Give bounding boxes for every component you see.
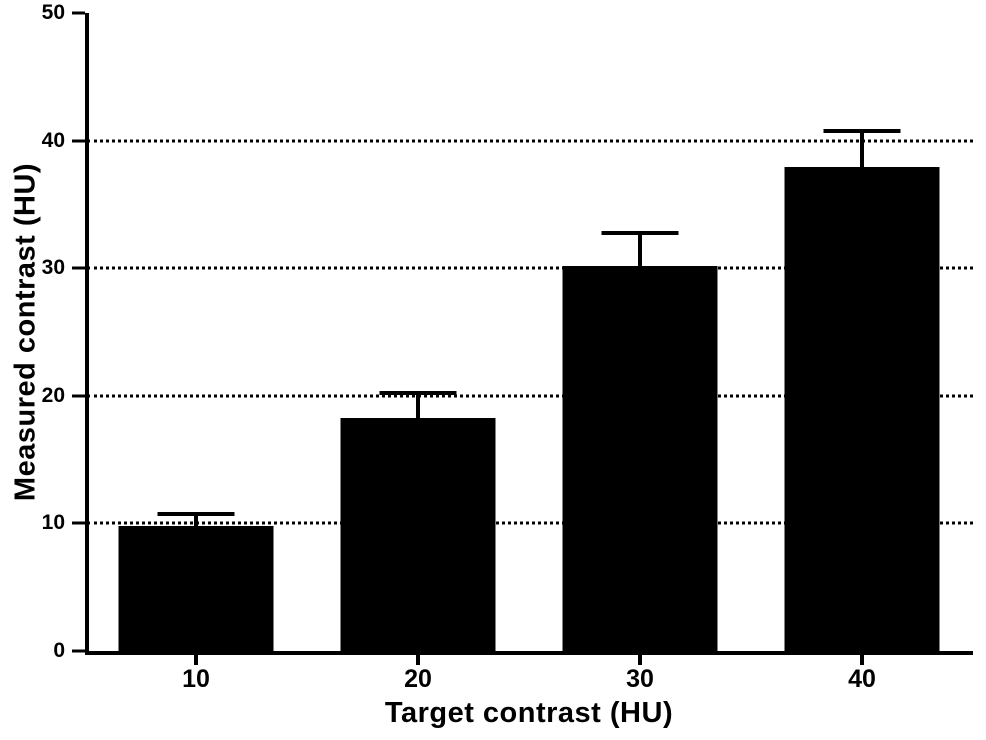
gridline	[87, 394, 973, 398]
error-bar-cap	[823, 129, 901, 134]
y-tick-label: 10	[41, 511, 65, 535]
x-tick	[194, 655, 198, 665]
bar	[784, 167, 940, 651]
x-tick-label: 10	[182, 665, 210, 693]
error-bar	[823, 129, 901, 168]
y-tick	[72, 521, 85, 525]
error-bar	[379, 390, 457, 418]
x-tick-label: 20	[404, 665, 432, 693]
error-bar-cap	[601, 231, 679, 236]
gridline	[87, 521, 973, 525]
bar	[340, 417, 496, 651]
y-tick-label: 20	[41, 383, 65, 407]
y-tick	[72, 11, 85, 15]
y-tick-label: 0	[53, 638, 65, 662]
y-tick-label: 50	[41, 0, 65, 24]
x-axis-line	[85, 651, 973, 655]
y-tick-label: 40	[41, 128, 65, 152]
error-bar	[157, 511, 235, 526]
error-bar-cap	[379, 390, 457, 395]
y-axis-line	[85, 13, 89, 655]
y-tick	[72, 394, 85, 398]
bar	[118, 525, 274, 651]
bar	[562, 265, 718, 651]
y-tick	[72, 266, 85, 270]
x-tick-label: 40	[848, 665, 876, 693]
error-bar-cap	[157, 511, 235, 516]
y-tick	[72, 649, 85, 653]
x-axis-title: Target contrast (HU)	[384, 697, 674, 729]
y-axis-title: Measured contrast (HU)	[9, 162, 42, 502]
x-tick-label: 30	[626, 665, 654, 693]
x-tick	[638, 655, 642, 665]
gridline	[87, 139, 973, 143]
x-tick	[860, 655, 864, 665]
error-bar	[601, 231, 679, 266]
y-tick-label: 30	[41, 256, 65, 280]
gridline	[87, 266, 973, 270]
plot-area: 0 10 20 30 40 50 10 20 30 40	[42, 2, 973, 692]
x-tick	[416, 655, 420, 665]
y-tick	[72, 139, 85, 143]
